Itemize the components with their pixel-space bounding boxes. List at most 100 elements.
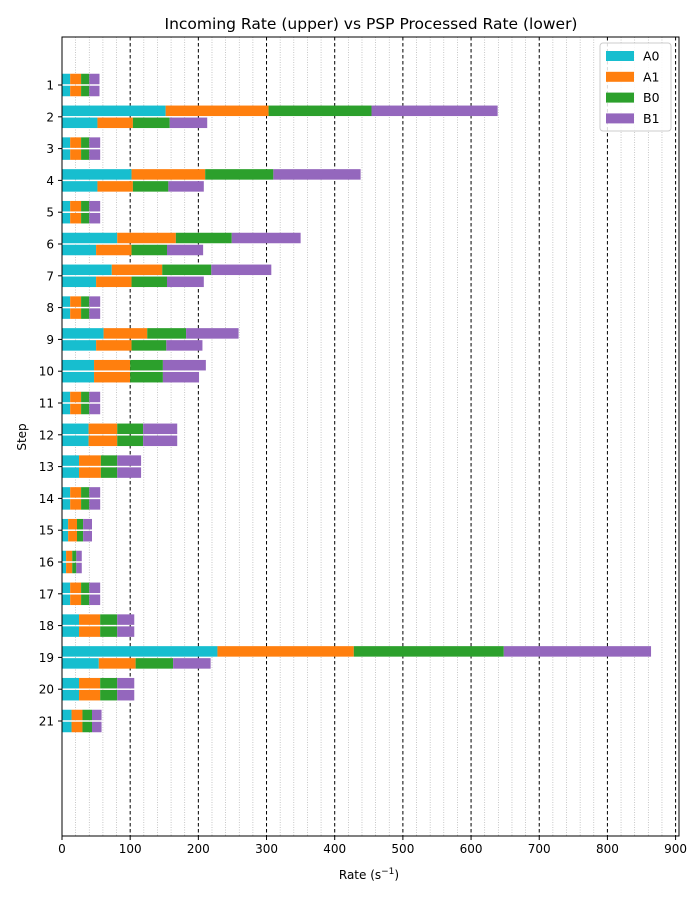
bar-incoming-step-19-a0: [62, 646, 218, 657]
legend-swatch-a0: [606, 51, 634, 61]
legend: A0 A1 B0 B1: [599, 42, 672, 132]
bar-processed-step-16-b1: [76, 562, 82, 574]
bar-processed-step-1-a0: [62, 85, 71, 97]
bar-processed-step-9-a0: [62, 340, 97, 351]
bar-incoming-step-9-a0: [62, 328, 104, 339]
bar-incoming-step-4-b1: [273, 169, 361, 180]
legend-swatch-b0: [606, 92, 634, 103]
bar-incoming-step-18-b0: [100, 614, 118, 625]
bar-incoming-step-20-b1: [117, 677, 135, 689]
bar-incoming-step-5-a1: [70, 200, 82, 212]
bar-processed-step-2-a1: [97, 117, 133, 129]
x-tick-label: 300: [255, 842, 278, 856]
bar-incoming-step-15-a1: [68, 518, 77, 530]
bar-processed-step-14-a1: [70, 499, 82, 510]
bar-incoming-step-1-a1: [70, 73, 82, 85]
bar-processed-step-13-b1: [117, 467, 142, 478]
y-tick-label: 18: [39, 619, 54, 633]
bar-incoming-step-18-b1: [117, 614, 135, 625]
bar-incoming-step-6-b1: [231, 232, 301, 244]
bar-incoming-step-21-b0: [82, 709, 92, 721]
plot-frame: [61, 36, 680, 837]
bar-incoming-step-15-b1: [83, 518, 92, 530]
y-tick-label: 5: [46, 206, 54, 220]
bar-processed-step-4-b0: [132, 181, 169, 192]
legend-label-b0: B0: [643, 90, 660, 105]
bar-processed-step-2-a0: [62, 117, 98, 129]
bar-incoming-step-8-b0: [81, 296, 90, 307]
bar-processed-step-4-b1: [168, 181, 204, 192]
bar-processed-step-19-b1: [173, 658, 211, 669]
bar-processed-step-3-b0: [81, 149, 90, 160]
y-tick-label: 2: [46, 110, 54, 124]
bar-processed-step-7-b0: [131, 276, 167, 288]
bar-incoming-step-2-a0: [62, 105, 166, 117]
bar-processed-step-16-a1: [66, 562, 73, 574]
bar-processed-step-14-b1: [89, 499, 101, 510]
x-axis-title-sup: −1: [381, 867, 394, 877]
x-axis-title-end: ): [394, 868, 399, 882]
bar-incoming-step-13-b0: [100, 455, 118, 466]
bar-processed-step-12-a0: [62, 435, 89, 447]
bar-processed-step-10-a0: [62, 371, 95, 383]
y-tick-label: 16: [39, 556, 54, 570]
y-tick-label: 15: [39, 524, 54, 538]
bar-processed-step-18-a1: [79, 626, 101, 637]
bar-incoming-step-6-a1: [117, 232, 176, 244]
bar-incoming-step-16-b0: [72, 550, 77, 562]
bar-processed-step-21-a0: [62, 721, 72, 733]
bar-processed-step-20-b1: [117, 689, 135, 701]
bar-incoming-step-11-b1: [89, 391, 101, 403]
bar-processed-step-6-b1: [166, 244, 204, 256]
bar-processed-step-13-b0: [100, 467, 118, 478]
y-tick-label: 6: [46, 238, 54, 252]
bar-incoming-step-3-a0: [62, 137, 71, 148]
bar-processed-step-17-a1: [70, 594, 82, 606]
bar-processed-step-1-b1: [89, 85, 100, 97]
bar-incoming-step-7-a0: [62, 264, 112, 276]
y-tick-label: 8: [46, 301, 54, 315]
y-tick-label: 9: [46, 333, 54, 347]
bar-processed-step-17-a0: [62, 594, 71, 606]
y-tick-label: 10: [39, 365, 54, 379]
bar-processed-step-8-a0: [62, 308, 71, 319]
bar-processed-step-21-b0: [82, 721, 92, 733]
bar-incoming-step-17-b0: [81, 582, 90, 594]
bar-processed-step-18-a0: [62, 626, 80, 637]
bar-incoming-step-18-a0: [62, 614, 80, 625]
bar-incoming-step-4-a0: [62, 169, 132, 180]
bar-incoming-step-1-a0: [62, 73, 71, 85]
bar-processed-step-15-b0: [76, 530, 84, 542]
bar-incoming-step-21-a1: [71, 709, 83, 721]
bar-incoming-step-7-b1: [211, 264, 272, 276]
bar-processed-step-6-a1: [96, 244, 132, 256]
bar-incoming-step-11-a1: [70, 391, 82, 403]
bar-incoming-step-3-a1: [70, 137, 82, 148]
bar-incoming-step-4-b0: [205, 169, 274, 180]
x-tick-label: 700: [528, 842, 551, 856]
y-tick-label: 3: [46, 142, 54, 156]
bar-processed-step-20-a1: [79, 689, 101, 701]
x-tick-label: 100: [119, 842, 142, 856]
bar-processed-step-8-a1: [70, 308, 82, 319]
bar-incoming-step-16-a0: [62, 550, 67, 562]
bar-processed-step-16-a0: [62, 562, 67, 574]
bar-incoming-step-5-b1: [89, 200, 101, 212]
bar-processed-step-15-a0: [62, 530, 69, 542]
bar-processed-step-7-a0: [62, 276, 97, 288]
bar-processed-step-16-b0: [72, 562, 77, 574]
bar-processed-step-12-b0: [117, 435, 144, 447]
bar-incoming-step-17-a0: [62, 582, 71, 594]
bar-processed-step-10-b0: [130, 371, 163, 383]
bar-processed-step-3-a0: [62, 149, 71, 160]
axes-layer: 0 100 200 300 400 500 600 700 800 900123456789101…: [39, 36, 687, 856]
bar-incoming-step-4-a1: [131, 169, 206, 180]
bar-processed-step-13-a0: [62, 467, 80, 478]
bar-incoming-step-15-a0: [62, 518, 69, 530]
bar-processed-step-3-b1: [89, 149, 101, 160]
bar-incoming-step-10-b0: [130, 359, 163, 371]
y-tick-label: 12: [39, 428, 54, 442]
bar-incoming-step-12-b1: [143, 423, 178, 435]
bar-incoming-step-9-a1: [103, 328, 148, 339]
